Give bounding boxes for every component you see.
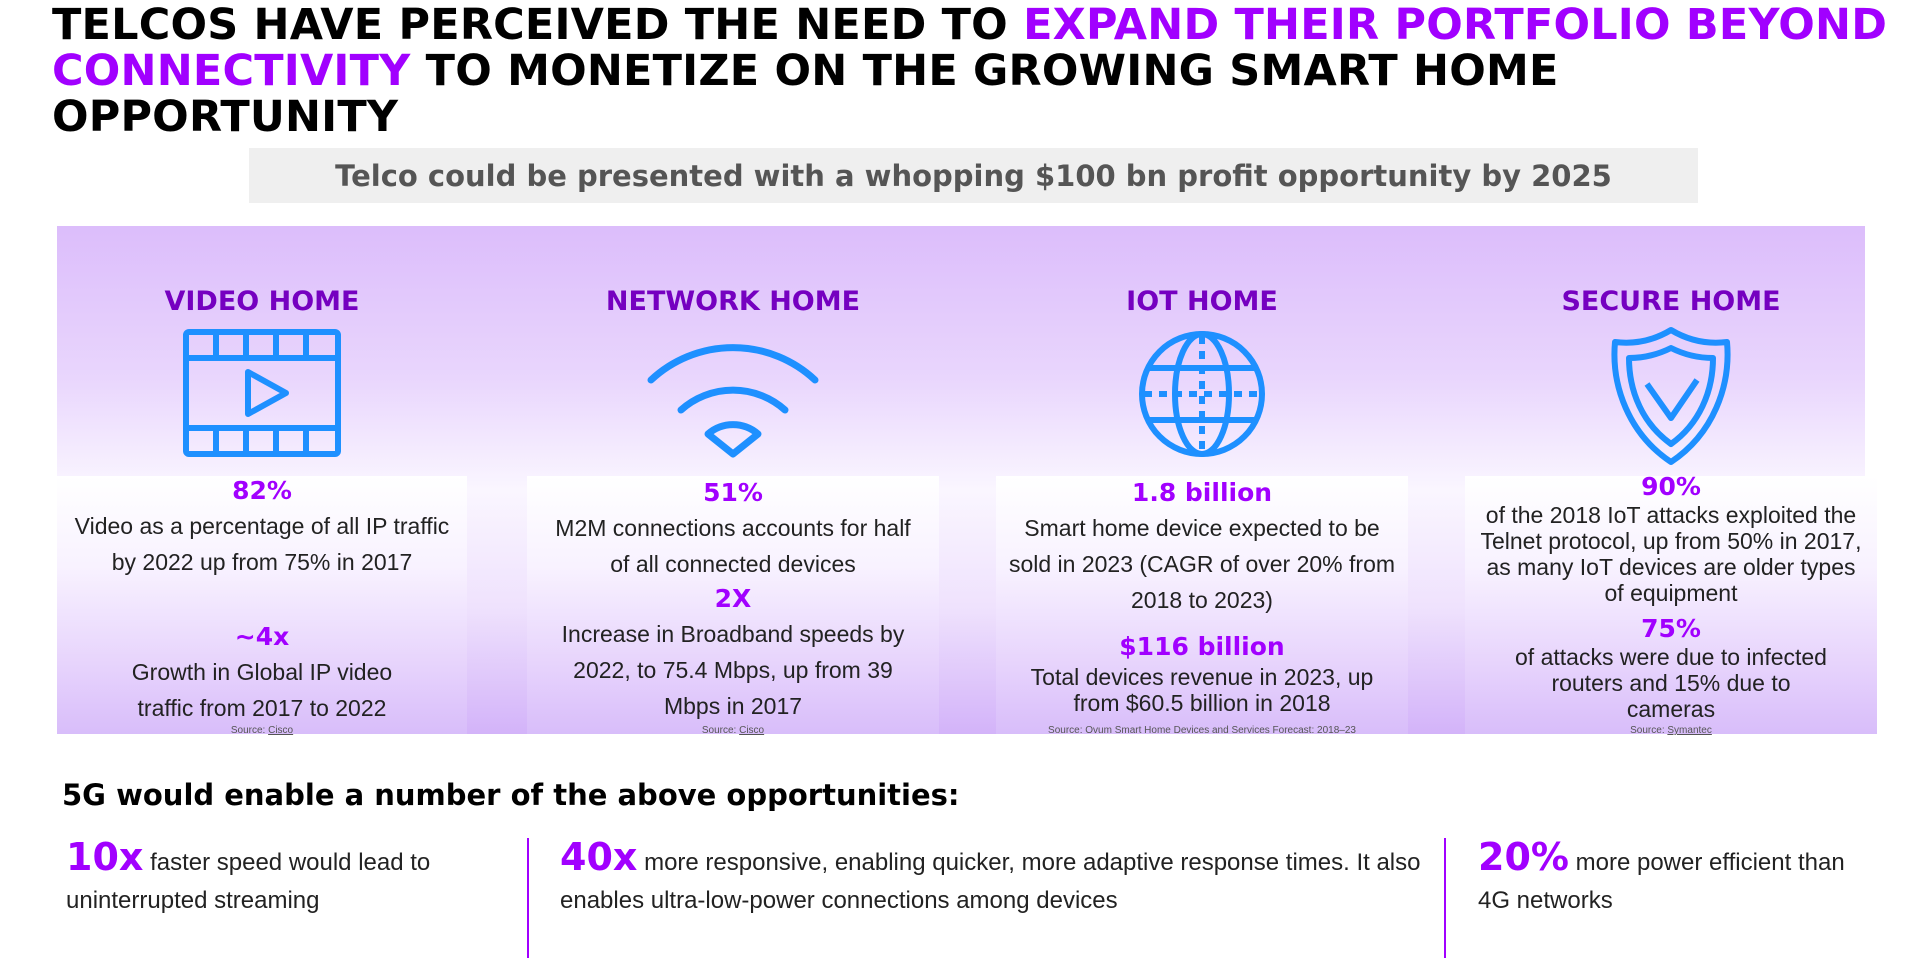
fiveg-fact-speed: 10x faster speed would lead to uninterru… [66, 838, 486, 920]
source-note: Source: Ovum Smart Home Devices and Serv… [996, 725, 1408, 736]
column-iot-home: IOT HOME 1.8 billion Smart home device e… [996, 226, 1408, 736]
stat-value: 51% [703, 478, 763, 507]
page-title: TELCOS HAVE PERCEIVED THE NEED TO EXPAND… [52, 2, 1892, 140]
stat-description: of the 2018 IoT attacks exploited the Te… [1480, 502, 1862, 606]
fact-text: more power efficient than 4G networks [1478, 849, 1845, 914]
stat-value: 82% [232, 476, 292, 505]
fact-figure: 10x [66, 835, 144, 879]
fact-figure: 20% [1478, 835, 1569, 879]
column-heading: SECURE HOME [1561, 286, 1781, 317]
stat-value: 1.8 billion [1131, 478, 1273, 507]
video-film-icon [182, 328, 342, 463]
source-prefix: Source: [1630, 725, 1668, 736]
source-link[interactable]: Symantec [1667, 725, 1712, 736]
stat-description: M2M connections accounts for half of all… [555, 515, 911, 577]
column-heading: NETWORK HOME [605, 286, 861, 317]
column-heading: IOT HOME [1126, 286, 1278, 317]
source-prefix: Source: [701, 725, 740, 736]
divider [1444, 838, 1446, 958]
card-background [57, 476, 467, 734]
card-background [527, 476, 939, 734]
column-heading: VIDEO HOME [164, 286, 360, 317]
title-highlight: EXPAND THEIR PORTFOLIO BEYOND CONNECTIVI… [52, 0, 1888, 96]
column-network-home: NETWORK HOME 51% M2M connections account… [527, 226, 939, 736]
source-prefix: Source: [230, 725, 269, 736]
globe-network-icon [1136, 328, 1268, 465]
column-secure-home: SECURE HOME 90% of the 2018 IoT attacks … [1465, 226, 1877, 736]
subtitle-bar: Telco could be presented with a whopping… [249, 148, 1698, 203]
fiveg-fact-power: 20% more power efficient than 4G network… [1478, 838, 1878, 920]
title-part2: TO MONETIZE ON THE GROWING SMART HOME OP… [52, 46, 1559, 142]
fiveg-heading: 5G would enable a number of the above op… [62, 778, 960, 812]
stat-value: 75% [1641, 614, 1701, 643]
source-note: Source: Cisco [57, 725, 467, 736]
column-video-home: VIDEO HOME 82% Video as a percentage of … [57, 226, 467, 736]
source-prefix: Source: [1048, 725, 1086, 736]
card-background [1465, 476, 1877, 734]
stat-description: Increase in Broadband speeds by 2022, to… [561, 621, 905, 719]
stat-description: Video as a percentage of all IP traffic … [74, 513, 450, 575]
stat-value: 2X [714, 584, 752, 613]
divider [527, 838, 529, 958]
wifi-icon [643, 334, 823, 464]
stat-description: Growth in Global IP video traffic from 2… [131, 659, 393, 721]
stat-description: Smart home device expected to be sold in… [1008, 515, 1396, 613]
stat-value: ~4x [234, 622, 290, 651]
stat-description: Total devices revenue in 2023, up from $… [1030, 664, 1374, 716]
card-background [996, 476, 1408, 734]
fact-text: faster speed would lead to uninterrupted… [66, 849, 431, 914]
title-part1: TELCOS HAVE PERCEIVED THE NEED TO [52, 0, 1024, 50]
source-note: Source: Cisco [527, 725, 939, 736]
source-name: Ovum Smart Home Devices and Services For… [1085, 725, 1356, 736]
subtitle-text: Telco could be presented with a whopping… [335, 158, 1612, 193]
stat-value: 90% [1641, 472, 1701, 501]
fact-figure: 40x [560, 835, 638, 879]
stat-description: of attacks were due to infected routers … [1515, 644, 1827, 722]
source-note: Source: Symantec [1465, 725, 1877, 736]
stat-value: $116 billion [1119, 632, 1285, 661]
fact-text: more responsive, enabling quicker, more … [560, 849, 1421, 914]
source-link[interactable]: Cisco [268, 725, 294, 736]
shield-check-icon [1609, 326, 1733, 471]
fiveg-fact-responsiveness: 40x more responsive, enabling quicker, m… [560, 838, 1440, 920]
source-link[interactable]: Cisco [739, 725, 765, 736]
